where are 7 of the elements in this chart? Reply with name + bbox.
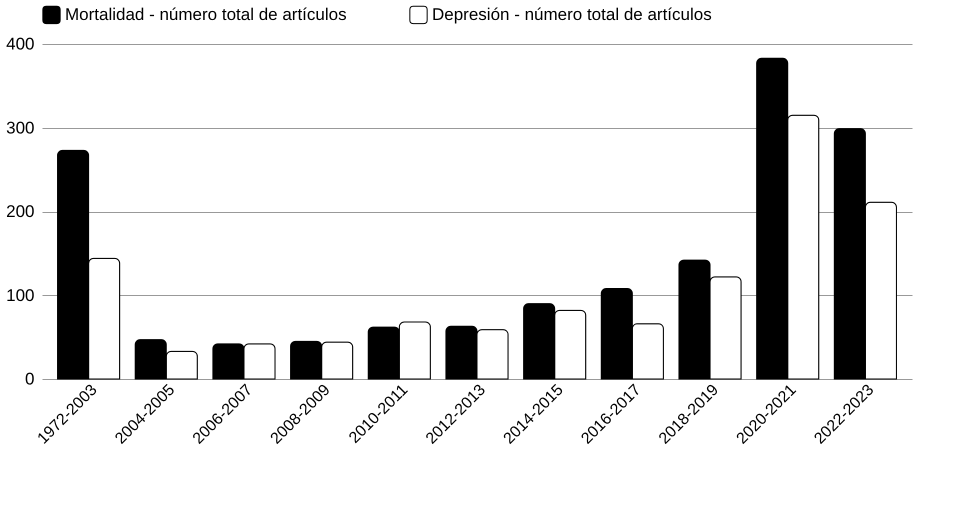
y-tick-label: 0 xyxy=(25,370,34,388)
legend-label: Mortalidad - número total de artículos xyxy=(65,4,347,24)
y-tick-label: 100 xyxy=(6,286,34,305)
y-tick-label: 200 xyxy=(6,202,34,221)
legend-label: Depresión - número total de artículos xyxy=(432,4,712,24)
y-tick-label: 400 xyxy=(6,34,34,54)
y-tick-label: 300 xyxy=(6,118,34,138)
